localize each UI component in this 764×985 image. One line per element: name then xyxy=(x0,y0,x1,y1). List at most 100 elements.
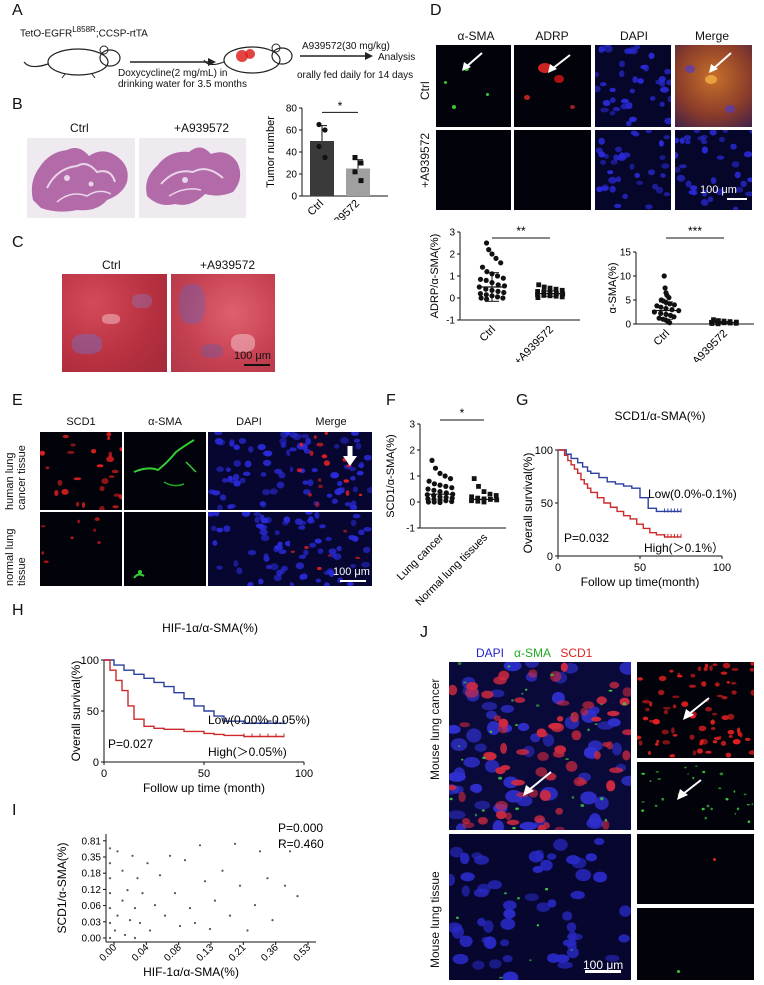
chartD1-point xyxy=(547,285,553,291)
sma-signal xyxy=(536,924,540,927)
dapi-nucleus xyxy=(709,130,717,136)
scd1-signal xyxy=(669,669,674,673)
chartH-y-axis-label: Overall survival(%) xyxy=(69,661,83,762)
dapi-nucleus xyxy=(303,489,311,495)
scd1-signal xyxy=(591,716,602,722)
dapi-nucleus xyxy=(503,662,522,672)
dapi-nucleus xyxy=(697,136,706,141)
j-legend: DAPI α-SMA SCD1 xyxy=(476,646,592,660)
scd1-signal xyxy=(107,436,111,441)
chartH-x-tick-label: 0 xyxy=(101,768,107,780)
scd1-signal xyxy=(718,735,722,739)
scd1-signal xyxy=(607,710,620,717)
dapi-nucleus xyxy=(263,516,272,524)
dapi-nucleus xyxy=(503,776,519,789)
chartF-point xyxy=(447,476,454,482)
dapi-nucleus xyxy=(634,45,641,50)
dapi-nucleus xyxy=(253,512,261,517)
scd1-signal xyxy=(606,780,616,792)
dapi-nucleus xyxy=(604,45,613,53)
chartD1-point xyxy=(553,286,559,292)
dapi-nucleus xyxy=(477,883,491,894)
dapi-nucleus xyxy=(700,199,709,206)
sma-signal xyxy=(458,745,461,748)
scd1-signal xyxy=(727,713,735,720)
chartF-point xyxy=(426,478,432,484)
dapi-nucleus xyxy=(658,140,664,147)
dapi-nucleus xyxy=(546,853,557,860)
dapi-nucleus xyxy=(570,890,585,900)
dapi-nucleus xyxy=(344,502,352,507)
dapi-nucleus xyxy=(270,563,279,571)
d-scalebar-label: 100 μm xyxy=(700,184,737,196)
dapi-nucleus xyxy=(302,480,309,485)
chartD2-point xyxy=(654,303,660,309)
chartH-x-tick-label: 100 xyxy=(295,768,313,780)
dapi-nucleus xyxy=(730,143,737,150)
chartD1-point xyxy=(559,287,565,293)
dapi-nucleus xyxy=(693,130,701,134)
sma-signal xyxy=(604,818,608,822)
chartH-series-label-1: High(＞0.05%) xyxy=(208,745,287,759)
panel-i-correlation-chart: 0.00 0.03 0.06 0.12 0.18 0.35 0.81 0.00 0.04 0.08… xyxy=(55,821,324,979)
chartD1-point xyxy=(494,273,501,279)
chartF-point xyxy=(469,498,474,504)
d-row-treated: +A939572 xyxy=(418,132,432,188)
i-y-tick-label: 0.06 xyxy=(82,901,102,912)
scd1-signal xyxy=(709,665,713,671)
i-pvalue: P=0.000 xyxy=(278,821,323,835)
chartD1-point xyxy=(483,277,489,283)
j-scalebar-label: 100 μm xyxy=(583,958,624,972)
dapi-nucleus xyxy=(336,545,342,552)
dapi-nucleus xyxy=(346,581,354,586)
chartF-point xyxy=(443,483,449,489)
scd1-signal xyxy=(458,791,466,803)
chartD1-point xyxy=(486,247,492,253)
i-point xyxy=(296,895,299,898)
dapi-nucleus xyxy=(262,489,271,496)
i-point xyxy=(168,854,172,857)
dapi-nucleus xyxy=(260,501,267,508)
sma-signal xyxy=(710,807,713,811)
dapi-nucleus xyxy=(247,549,257,556)
b-bar-0 xyxy=(310,141,334,196)
b-y-tick-label: 80 xyxy=(286,104,298,115)
b-point xyxy=(352,169,358,175)
dapi-nucleus xyxy=(248,446,254,453)
dapi-nucleus xyxy=(615,176,622,183)
dapi-nucleus xyxy=(516,795,533,807)
dapi-nucleus xyxy=(337,480,343,487)
dapi-nucleus xyxy=(524,893,539,902)
dapi-nucleus xyxy=(649,96,656,101)
dapi-nucleus xyxy=(463,757,480,768)
d-sma-treated xyxy=(436,130,511,210)
dapi-nucleus xyxy=(492,820,504,830)
dapi-nucleus xyxy=(262,459,272,467)
dapi-nucleus xyxy=(286,449,290,456)
chartD1-y-tick-label: -1 xyxy=(446,316,455,327)
sma-signal xyxy=(747,820,751,823)
scd1-signal xyxy=(99,485,105,492)
scd1-signal xyxy=(710,727,716,730)
scd1-signal xyxy=(602,742,611,747)
sma-signal xyxy=(565,758,569,760)
i-x-tick-label: 0.13 xyxy=(195,942,217,964)
dapi-nucleus xyxy=(290,466,294,473)
dapi-nucleus xyxy=(586,817,604,829)
dapi-nucleus xyxy=(336,487,345,494)
chartD1-point xyxy=(477,291,483,297)
b-point xyxy=(322,154,328,161)
i-point xyxy=(208,927,212,931)
scd1-signal xyxy=(622,687,631,697)
e-dapi-cancer xyxy=(208,432,290,510)
doxycycline-label: Doxycycline(2 mg/mL) in drinking water f… xyxy=(118,68,247,90)
dapi-nucleus xyxy=(449,873,456,886)
trichrome-ctrl-image xyxy=(62,274,167,372)
he-lung-ctrl-image xyxy=(27,138,135,218)
i-point xyxy=(116,850,119,853)
b-x-tick-label: +A939572 xyxy=(318,198,362,220)
c-scalebar-label: 100 μm xyxy=(234,350,271,362)
sma-signal xyxy=(706,804,710,808)
chartG-title: SCD1/α-SMA(%) xyxy=(615,409,706,423)
